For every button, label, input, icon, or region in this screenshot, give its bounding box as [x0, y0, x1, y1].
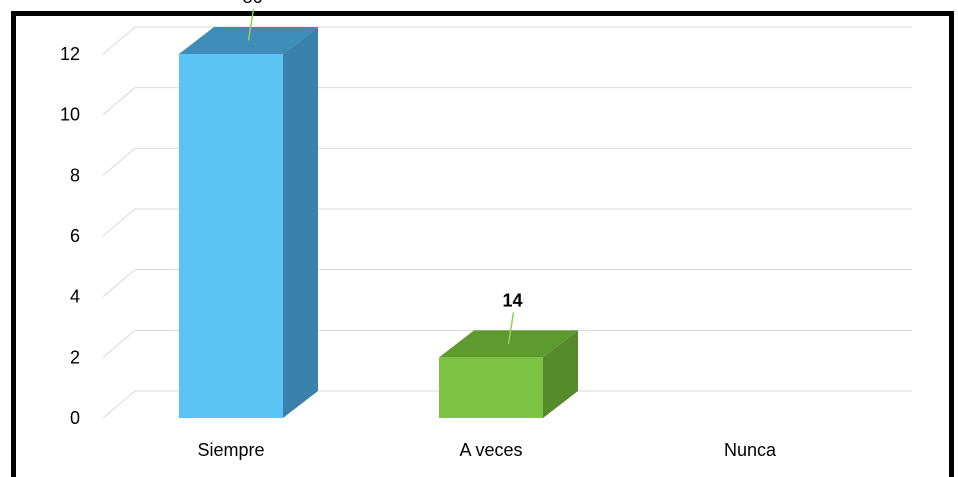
x-category-label: A veces [459, 440, 522, 460]
y-tick-label: 10 [60, 105, 80, 125]
y-tick-label: 2 [70, 347, 80, 367]
bar-front-face [179, 54, 283, 418]
data-label-leader [247, 8, 255, 41]
x-category-label: Nunca [724, 440, 777, 460]
bar-siempre [179, 27, 318, 418]
gridline-side [102, 26, 136, 55]
gridline-side [102, 390, 136, 419]
gridline-side [102, 269, 136, 298]
x-axis-categories: Siempre A veces Nunca [197, 440, 777, 460]
y-tick-label: 8 [70, 165, 80, 185]
y-tick-label: 12 [60, 44, 80, 64]
bar-side-face [283, 27, 318, 418]
gridline-side [102, 147, 136, 176]
gridline-side [102, 87, 136, 116]
y-axis-ticks: 0 2 4 6 8 10 12 [60, 44, 80, 428]
bar-side-face [543, 330, 578, 418]
y-tick-label: 6 [70, 226, 80, 246]
bar-front-face [439, 357, 543, 418]
x-category-label: Siempre [197, 440, 264, 460]
gridline-side [102, 208, 136, 237]
data-labels: 86 14 [242, 0, 523, 344]
y-tick-label: 0 [70, 408, 80, 428]
data-label: 14 [502, 290, 522, 310]
data-label: 86 [242, 0, 262, 7]
gridline-side [102, 329, 136, 358]
bars [179, 27, 578, 418]
data-label-leader [507, 312, 515, 344]
y-tick-label: 4 [70, 287, 80, 307]
